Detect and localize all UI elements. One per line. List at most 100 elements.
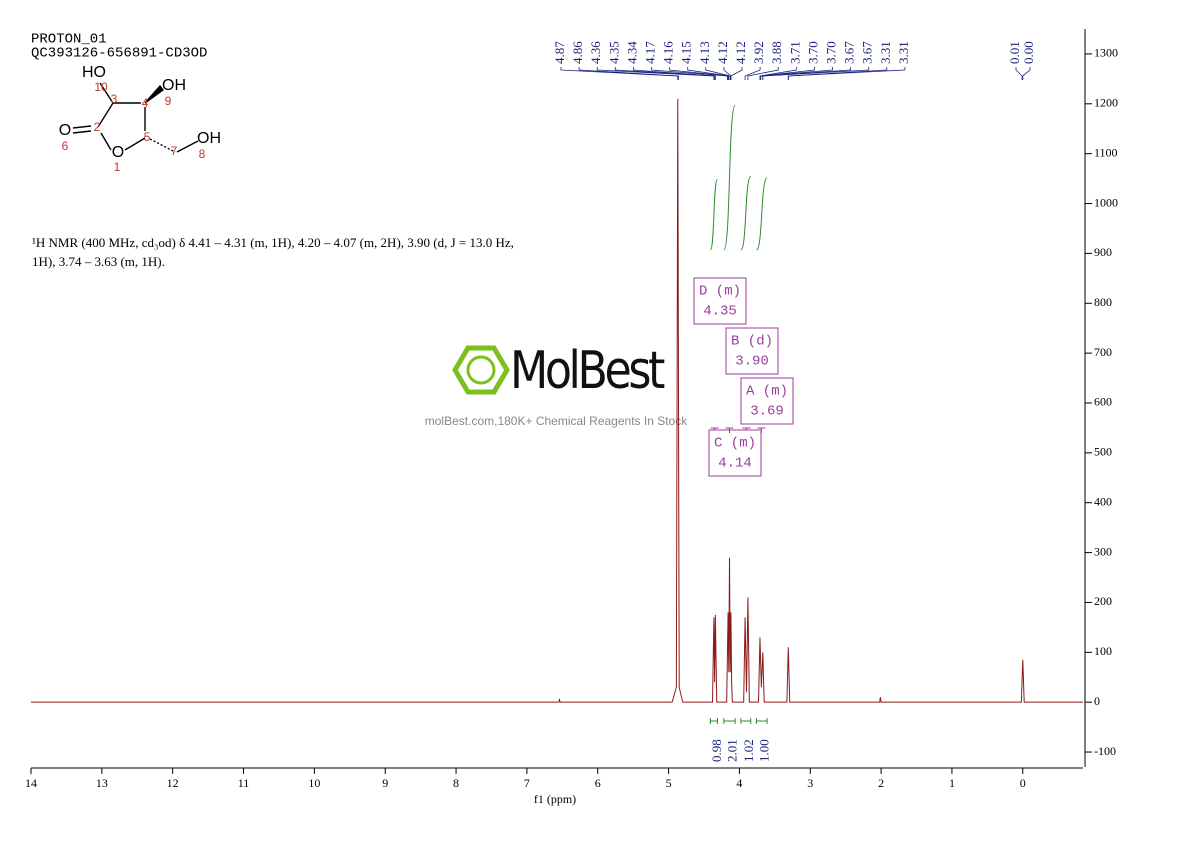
atom-number: 1	[114, 160, 121, 174]
atom-number: 10	[94, 80, 108, 94]
peak-label: 3.88	[769, 41, 784, 64]
x-tick-label: 7	[524, 776, 530, 790]
peak-connector	[787, 67, 906, 80]
peak-connector	[760, 67, 833, 80]
x-tick-label: 8	[453, 776, 459, 790]
peak-label: 4.15	[679, 41, 694, 64]
peak-connector	[614, 67, 716, 80]
x-tick-label: 14	[25, 776, 37, 790]
y-tick-label: 300	[1094, 544, 1112, 558]
peak-label: 0.00	[1021, 41, 1036, 64]
watermark-tagline: molBest.com,180K+ Chemical Reagents In S…	[425, 414, 688, 428]
integral-curve	[723, 104, 736, 251]
peak-label: 3.71	[787, 41, 802, 64]
peak-connector	[687, 67, 730, 80]
peak-connector	[705, 67, 731, 80]
y-tick-label: 800	[1094, 295, 1112, 309]
logo-hexagon	[452, 345, 510, 395]
nmr-description: ¹H NMR (400 MHz, cd₃od) δ 4.41 – 4.31 (m…	[32, 233, 514, 271]
peak-connector	[651, 67, 728, 80]
x-tick-label: 9	[382, 776, 388, 790]
x-tick-label: 6	[595, 776, 601, 790]
multiplet-box	[708, 429, 762, 477]
multiplet-label: A (m)	[746, 384, 788, 400]
peak-label: 4.34	[624, 41, 639, 64]
multiplet-shift: 4.35	[703, 304, 737, 320]
x-tick-label: 13	[96, 776, 108, 790]
peak-label: 4.12	[733, 41, 748, 64]
atom-number: 3	[111, 92, 118, 106]
wedge-bond	[144, 84, 164, 104]
integral-bracket	[740, 718, 752, 724]
peak-label: 4.87	[552, 41, 567, 64]
integral-label: 1.00	[757, 739, 772, 762]
integral-label: 2.01	[724, 739, 739, 762]
atom-number: 7	[171, 144, 178, 158]
multiplet-box	[725, 327, 779, 375]
bond	[72, 130, 92, 134]
x-tick-label: 3	[807, 776, 813, 790]
atom-number: 9	[165, 94, 172, 108]
integral-curve	[755, 177, 768, 251]
peak-connector	[730, 67, 743, 80]
atom-label: OH	[197, 130, 221, 147]
y-tick-label: 1300	[1094, 46, 1118, 60]
x-tick-label: 2	[878, 776, 884, 790]
atom-label: O	[59, 122, 71, 139]
x-tick-label: 1	[949, 776, 955, 790]
atom-label: OH	[162, 77, 186, 94]
molecule	[72, 82, 199, 153]
logo-ring	[466, 355, 496, 385]
multiplet-label: C (m)	[714, 436, 756, 452]
atom-label: O	[112, 144, 124, 161]
y-tick-label: 1100	[1094, 145, 1118, 159]
peak-label: 0.01	[1007, 41, 1022, 64]
bond	[99, 82, 114, 104]
x-tick-label: 12	[167, 776, 179, 790]
hash-bond	[149, 138, 176, 153]
description-line: 1H), 3.74 – 3.63 (m, 1H).	[32, 254, 165, 269]
x-tick-label: 0	[1020, 776, 1026, 790]
peak-label: 3.31	[878, 41, 893, 64]
x-tick-label: 10	[308, 776, 320, 790]
peak-connector	[762, 67, 870, 80]
peak-label: 4.13	[697, 41, 712, 64]
integral-bracket	[755, 718, 768, 724]
peak-connector	[759, 67, 797, 80]
multiplet-box	[693, 277, 747, 325]
bond	[124, 137, 146, 151]
peak-label: 3.70	[823, 41, 838, 64]
bond	[176, 140, 199, 153]
peak-connector	[560, 67, 679, 80]
peak-connector	[747, 67, 779, 80]
spectrum-line	[31, 98, 1083, 703]
y-tick-label: 100	[1094, 644, 1112, 658]
bond	[100, 132, 112, 151]
peak-label: 4.12	[715, 41, 730, 64]
multiplet-shift: 4.14	[718, 456, 752, 472]
x-tick-label: 11	[238, 776, 250, 790]
title: PROTON_01	[31, 32, 107, 48]
peak-label: 4.17	[642, 41, 657, 64]
peak-connector	[578, 67, 679, 80]
atom-number: 8	[199, 147, 206, 161]
y-tick-label: 700	[1094, 345, 1112, 359]
integral-bracket	[709, 718, 718, 724]
integral-curve	[740, 176, 752, 251]
atom-number: 6	[62, 139, 69, 153]
subtitle: QC393126-656891-CD3OD	[31, 46, 207, 62]
peak-label: 3.67	[842, 41, 857, 64]
bond	[72, 125, 92, 129]
peak-label: 4.35	[606, 41, 621, 64]
integral-bracket	[723, 718, 736, 724]
peak-label: 3.92	[751, 41, 766, 64]
peak-connector	[596, 67, 715, 80]
peak-connector	[669, 67, 729, 80]
y-tick-label: 400	[1094, 494, 1112, 508]
multiplet-shift: 3.69	[750, 404, 784, 420]
y-tick-label: 200	[1094, 594, 1112, 608]
y-tick-label: 900	[1094, 245, 1112, 259]
x-axis-label: f1 (ppm)	[534, 792, 576, 806]
peak-connector	[744, 67, 761, 80]
